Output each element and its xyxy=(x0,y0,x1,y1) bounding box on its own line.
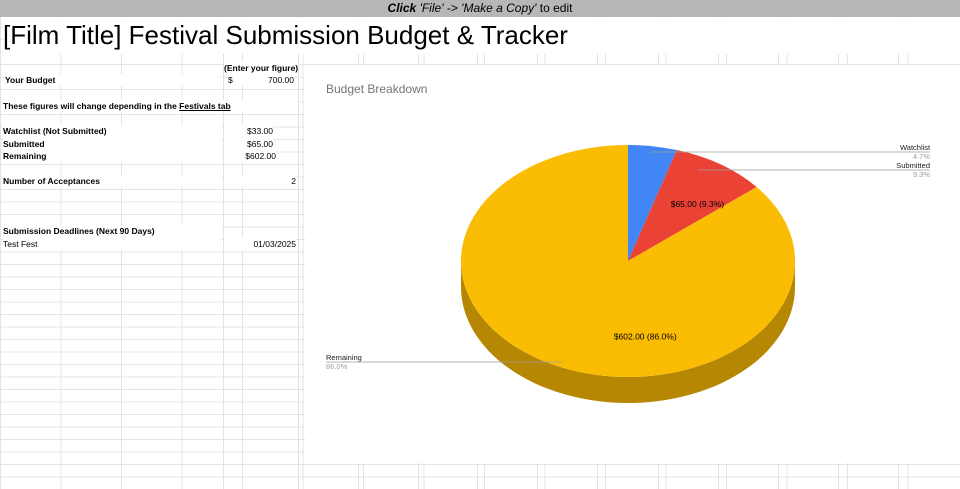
enter-figure-hint: (Enter your figure) xyxy=(224,62,299,74)
chart-title: Budget Breakdown xyxy=(326,82,428,96)
festivals-note-text: These figures will change depending in t… xyxy=(3,101,180,111)
callout-pct-watchlist: 4.7% xyxy=(912,152,930,161)
banner-arrow: -> xyxy=(443,1,462,15)
instruction-banner: Click 'File' -> 'Make a Copy' to edit xyxy=(0,0,960,17)
callout-label-watchlist: Watchlist xyxy=(900,143,931,152)
pie-chart-svg: $65.00 (9.3%) $602.00 (86.0%) xyxy=(326,145,930,403)
acceptances-value: 2 xyxy=(224,175,296,187)
deadline-fest-date: 01/03/2025 xyxy=(224,238,296,250)
slice-data-label-remaining: $602.00 (86.0%) xyxy=(614,332,677,342)
callout-label-submitted: Submitted xyxy=(896,161,930,170)
watchlist-value: $33.00 xyxy=(224,125,273,137)
banner-rest: to edit xyxy=(536,1,573,15)
callout-pct-submitted: 9.3% xyxy=(912,170,930,179)
festivals-note: These figures will change depending in t… xyxy=(3,100,298,112)
sheet-title[interactable]: [Film Title] Festival Submission Budget … xyxy=(3,18,960,54)
remaining-value: $602.00 xyxy=(224,150,276,162)
submitted-label: Submitted xyxy=(3,138,221,150)
deadline-fest-name: Test Fest xyxy=(3,238,221,250)
callout-label-remaining: Remaining xyxy=(326,353,362,362)
slice-data-label-submitted: $65.00 (9.3%) xyxy=(671,199,725,209)
budget-pie-chart[interactable]: Budget Breakdown $65.00 (9.3%) $602.00 (8… xyxy=(305,65,960,463)
acceptances-label: Number of Acceptances xyxy=(3,175,221,187)
budget-summary-panel: (Enter your figure) Your Budget $ 700.00… xyxy=(0,62,300,462)
banner-click: Click xyxy=(387,1,417,15)
budget-currency: $ xyxy=(228,74,248,86)
pie-side-remaining xyxy=(461,261,795,403)
banner-copy: 'Make a Copy' xyxy=(461,1,537,15)
banner-file: 'File' xyxy=(419,1,444,15)
watchlist-label: Watchlist (Not Submitted) xyxy=(3,125,221,137)
pie-slice-submitted[interactable] xyxy=(628,150,757,261)
your-budget-label: Your Budget xyxy=(5,74,220,86)
pie-slice-remaining[interactable] xyxy=(461,145,795,377)
remaining-label: Remaining xyxy=(3,150,221,162)
pie-slice-watchlist[interactable] xyxy=(628,145,677,261)
submitted-value: $65.00 xyxy=(224,138,273,150)
your-budget-input[interactable]: 700.00 xyxy=(248,74,294,86)
deadlines-label: Submission Deadlines (Next 90 Days) xyxy=(3,225,221,237)
festivals-tab-link[interactable]: Festivals tab xyxy=(179,101,231,111)
callout-pct-remaining: 86.0% xyxy=(326,362,348,371)
